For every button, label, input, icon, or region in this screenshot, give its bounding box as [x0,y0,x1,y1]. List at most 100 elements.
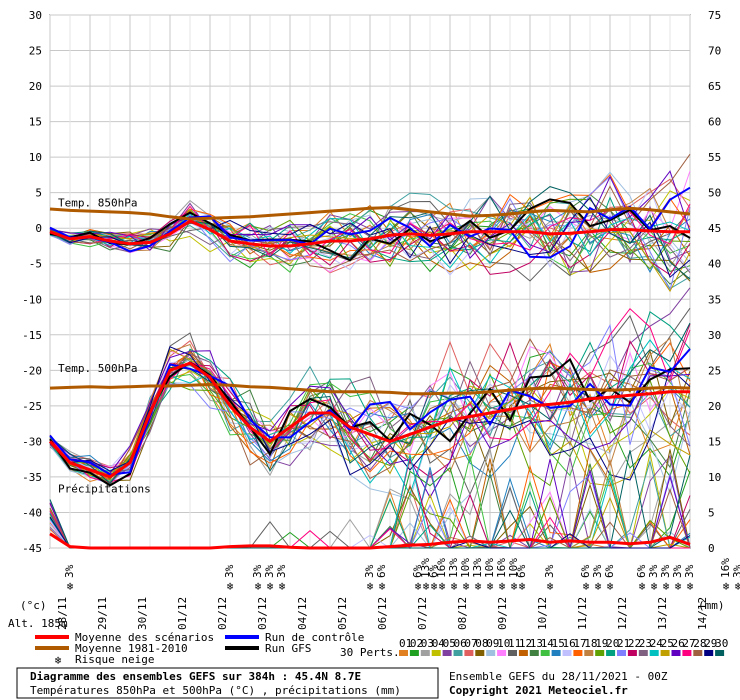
x-tick-label: 30/11 [136,597,149,630]
pert-swatch [573,650,583,656]
y-tick-left: 5 [35,187,42,200]
pert-swatch [562,650,572,656]
snow-percent-label: 3% [659,564,672,578]
snow-marker: ❄ 3% [683,564,696,593]
snow-percent-label: 3% [263,564,276,578]
pert-number: 23 [639,637,652,650]
x-tick-label: 01/12 [176,597,189,630]
x-tick-label: 28/11 [56,597,69,630]
y-tick-left: 25 [29,45,42,58]
snow-marker: ❄ 16% [435,558,448,593]
pert-swatch [518,650,528,656]
snow-percent-label: 16% [719,558,732,578]
panel-label-t850: Temp. 850hPa [58,196,137,209]
snow-percent-label: 3% [647,564,660,578]
y-tick-right: 5 [708,506,715,519]
snow-percent-label: 6% [579,564,592,578]
pert-number: 29 [704,637,717,650]
pert-swatch [606,650,616,656]
snowflake-icon: ❄ [55,654,62,667]
snowflake-icon: ❄ [379,580,386,593]
pert-swatch [551,650,561,656]
snow-marker: ❄ 3% [223,564,236,593]
pert-swatch [529,650,539,656]
snow-percent-label: 3% [543,564,556,578]
pert-number: 08 [475,637,488,650]
pert-number: 02 [410,637,423,650]
pert-number: 27 [682,637,695,650]
snow-percent-label: 3% [731,564,740,578]
legend-label: Run de contrôle [265,631,364,644]
pert-swatch [431,650,441,656]
pert-number: 12 [519,637,532,650]
pert-number: 17 [573,637,586,650]
y-tick-left: -35 [22,471,42,484]
x-tick-label: 14/12 [696,597,709,630]
snowflake-icon: ❄ [463,580,470,593]
pert-swatch [442,650,452,656]
snow-marker: ❄ 16% [495,558,508,593]
snowflake-icon: ❄ [675,580,682,593]
snowflake-icon: ❄ [367,580,374,593]
pert-number: 10 [497,637,510,650]
legend-label: Risque neige [75,653,154,666]
snow-marker: ❄ 3% [63,564,76,593]
snow-percent-label: 3% [363,564,376,578]
snow-percent-label: 3% [591,564,604,578]
pert-swatch [715,650,725,656]
pert-swatch [584,650,594,656]
panel-label-t500: Temp. 500hPa [58,362,137,375]
snow-percent-label: 3% [63,564,76,578]
snowflake-icon: ❄ [639,580,646,593]
pert-swatch [660,650,670,656]
copyright-label: Copyright 2021 Meteociel.fr [449,684,628,697]
y-tick-left: 0 [35,222,42,235]
snow-marker: ❄ 6% [411,564,424,593]
pert-swatch [399,650,408,656]
snowflake-icon: ❄ [267,580,274,593]
y-tick-right: 25 [708,364,721,377]
pert-number: 03 [421,637,434,650]
snowflake-icon: ❄ [607,580,614,593]
snow-marker: ❄ 6% [375,564,388,593]
y-tick-right: 20 [708,400,721,413]
x-tick-label: 02/12 [216,597,229,630]
pert-swatch [486,650,496,656]
snow-percent-label: 13% [419,558,432,578]
run-label: Ensemble GEFS du 28/11/2021 - 00Z [449,670,668,683]
altitude-label: Alt. 185m [8,617,68,630]
snowflake-icon: ❄ [439,580,446,593]
member-t850-line [49,211,691,282]
y-tick-left: 15 [29,116,42,129]
y-tick-right: 50 [708,187,721,200]
x-tick-label: 11/12 [576,597,589,630]
pert-swatch [497,650,507,656]
snow-marker: ❄ 13% [419,558,432,593]
snow-percent-label: 6% [635,564,648,578]
y-left-unit: (°c) [20,599,47,612]
pert-swatch [671,650,681,656]
mean-t850-line [49,219,690,248]
panel-label-precip: Précipitations [58,483,151,496]
pert-number: 22 [628,637,641,650]
legend-label: Run GFS [265,642,311,655]
pert-swatch [464,650,474,656]
x-tick-label: 29/11 [96,597,109,630]
y-tick-left: 30 [29,9,42,22]
snow-marker: ❄ 10% [507,558,520,593]
snow-percent-label: 10% [459,558,472,578]
y-tick-right: 30 [708,329,721,342]
x-tick-label: 10/12 [536,597,549,630]
y-tick-right: 60 [708,116,721,129]
y-tick-left: -15 [22,329,42,342]
snowflake-icon: ❄ [67,580,74,593]
snow-percent-label: 6% [427,564,440,578]
snow-percent-label: 13% [447,558,460,578]
snow-marker: ❄ 6% [515,564,528,593]
pert-number: 25 [661,637,674,650]
snowflake-icon: ❄ [431,580,438,593]
pert-swatch [420,650,430,656]
snow-percent-label: 13% [471,558,484,578]
snow-percent-label: 6% [375,564,388,578]
